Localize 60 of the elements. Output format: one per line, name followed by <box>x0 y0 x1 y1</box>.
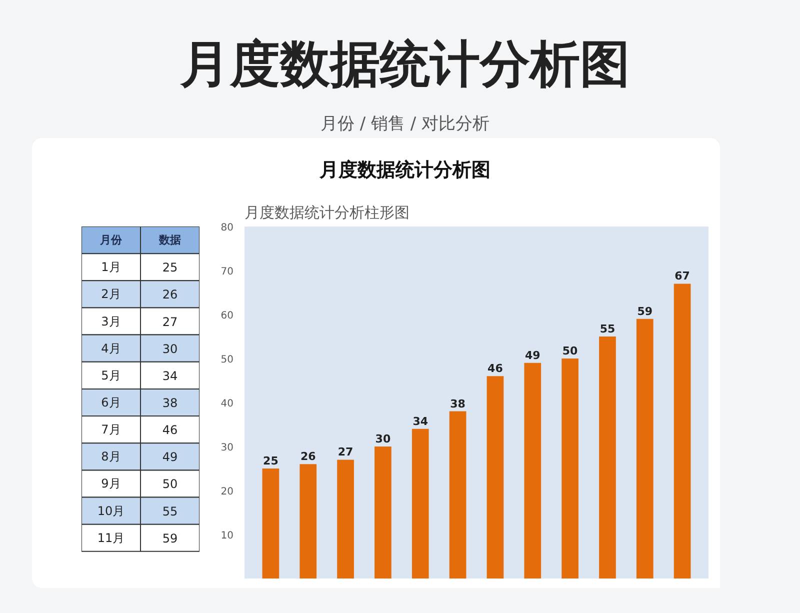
y-tick-label: 10 <box>220 530 234 542</box>
data-label: 26 <box>300 450 316 464</box>
y-tick-label: 7月 <box>101 422 121 437</box>
data-label: 46 <box>488 362 504 376</box>
data-label: 38 <box>162 396 178 410</box>
bar <box>524 362 542 578</box>
bar <box>449 411 466 578</box>
y-tick-label: 4月 <box>101 341 121 356</box>
data-label: 49 <box>162 450 178 464</box>
data-label: 49 <box>524 348 540 362</box>
y-tick-label: 80 <box>220 222 234 234</box>
bar <box>300 464 317 578</box>
y-tick-label: 20 <box>220 486 234 498</box>
data-label: 26 <box>162 288 178 302</box>
y-tick-label: 5月 <box>101 368 121 382</box>
bar <box>562 358 578 578</box>
text: 月度数据统计分析图 <box>179 34 631 95</box>
data-label: 55 <box>162 504 178 518</box>
chart-subtitle: 月份 / 销售 / 对比分析 <box>319 113 491 136</box>
y-tick-label: 11月 <box>97 530 125 545</box>
data-label: 55 <box>600 322 616 336</box>
data-label: 59 <box>637 304 653 318</box>
y-tick-label: 10月 <box>97 504 125 518</box>
x-tick-label: 数据 <box>158 234 181 247</box>
bar <box>599 336 616 578</box>
bar <box>412 428 429 578</box>
y-tick-label: 40 <box>220 398 234 410</box>
text: 月度数据统计分析图 <box>318 158 492 183</box>
y-tick-label: 30 <box>220 442 234 454</box>
data-label: 38 <box>450 397 466 410</box>
y-tick-label: 8月 <box>101 450 121 464</box>
data-label: 25 <box>162 260 178 275</box>
data-label: 50 <box>562 344 578 358</box>
data-label: 59 <box>162 531 178 546</box>
y-tick-label: 9月 <box>101 476 121 491</box>
data-label: 25 <box>263 454 278 468</box>
y-tick-label: 1月 <box>101 260 121 274</box>
chart-title: 月度数据统计分析柱形图 <box>244 204 410 222</box>
bar <box>337 460 354 578</box>
data-label: 30 <box>375 432 391 446</box>
y-axis-title: 月份 <box>99 234 123 247</box>
data-label: 30 <box>162 342 178 356</box>
bar <box>674 284 691 578</box>
data-label: 46 <box>162 423 178 438</box>
data-label: 34 <box>162 368 178 383</box>
bar <box>636 318 654 578</box>
y-tick-label: 60 <box>220 310 234 322</box>
y-tick-label: 2月 <box>101 287 121 302</box>
data-label: 27 <box>162 314 178 329</box>
data-label: 67 <box>674 270 690 283</box>
bar <box>374 446 392 578</box>
y-tick-label: 50 <box>220 354 234 366</box>
bar <box>486 376 504 578</box>
bar <box>262 468 280 578</box>
y-tick-label: 6月 <box>101 396 121 410</box>
data-label: 50 <box>162 477 178 492</box>
y-tick-label: 70 <box>220 266 234 278</box>
data-label: 27 <box>338 446 354 459</box>
data-label: 34 <box>412 414 428 428</box>
y-tick-label: 3月 <box>101 314 121 328</box>
